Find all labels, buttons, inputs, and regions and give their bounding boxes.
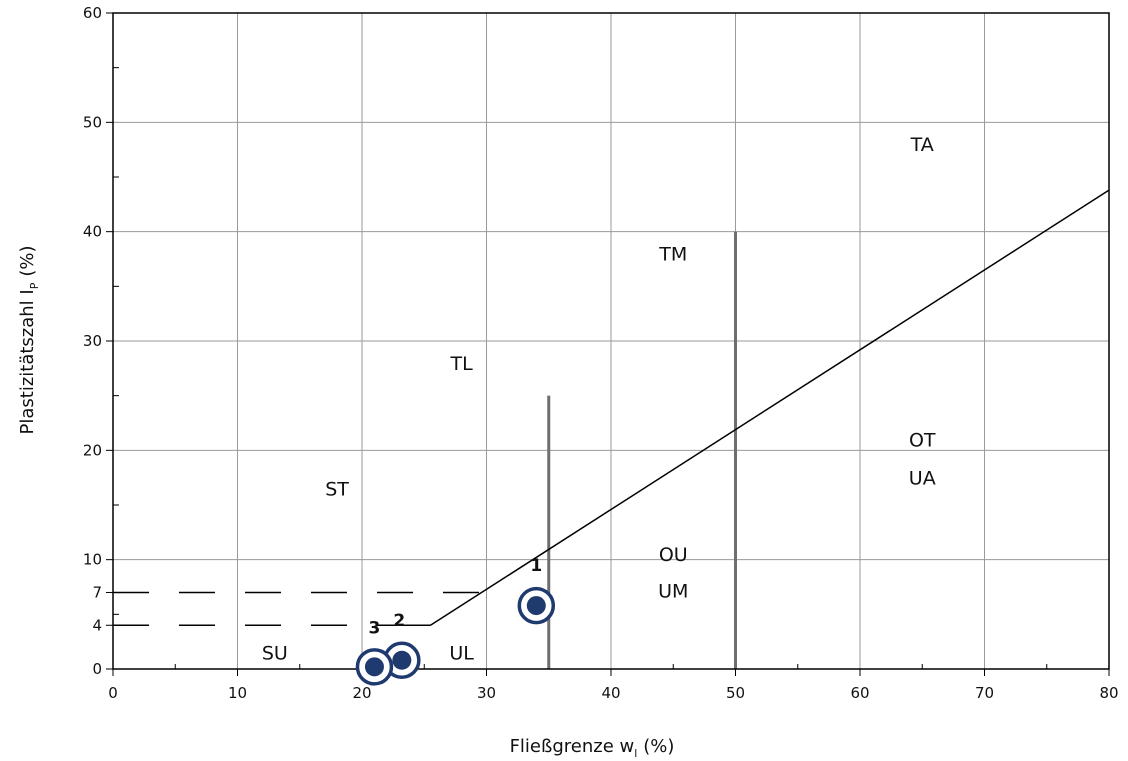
point-3-label: 3 <box>369 618 381 638</box>
tick-labels: 0 10 20 30 40 50 60 70 80 0 4 7 10 20 30 40 50 60 <box>83 4 1119 702</box>
x-tick-label: 70 <box>975 684 994 702</box>
y-tick-label: 30 <box>83 332 102 350</box>
point-2-label: 2 <box>393 611 405 631</box>
data-points: 1 23 <box>355 556 556 686</box>
x-tick-label: 20 <box>352 684 371 702</box>
zone-label-ou: OU <box>659 544 688 566</box>
zone-label-ot: OT <box>909 429 936 451</box>
y-tick-label: 40 <box>83 223 102 241</box>
zone-label-st: ST <box>325 479 349 501</box>
zone-label-ta: TA <box>910 134 934 156</box>
y-tick-label: 7 <box>92 583 102 601</box>
zone-label-ul: UL <box>449 643 474 665</box>
zone-label-ua: UA <box>909 468 936 490</box>
y-tick-label: 4 <box>92 616 102 634</box>
x-tick-label: 30 <box>477 684 496 702</box>
y-tick-label: 0 <box>92 660 102 678</box>
x-tick-label: 60 <box>850 684 869 702</box>
x-tick-label: 50 <box>726 684 745 702</box>
x-tick-label: 10 <box>228 684 247 702</box>
zone-labels: TA TM TL OT UA ST OU UM SU UL <box>262 134 936 664</box>
y-axis-title: Plastizitätszahl IP(%) <box>17 245 41 434</box>
y-tick-label: 20 <box>83 441 102 459</box>
x-axis-title: Fließgrenze wl (%) <box>510 736 675 760</box>
x-tick-label: 40 <box>601 684 620 702</box>
x-tick-label: 0 <box>108 684 118 702</box>
chart-lines <box>113 189 1110 669</box>
plot-frame <box>112 12 1110 670</box>
a-line <box>430 189 1110 626</box>
zone-label-tm: TM <box>658 244 687 266</box>
y-tick-label: 50 <box>83 113 102 131</box>
point-1-label: 1 <box>530 556 542 576</box>
y-tick-label: 10 <box>83 551 102 569</box>
zone-label-tl: TL <box>449 353 473 375</box>
y-tick-label: 60 <box>83 4 102 22</box>
grid <box>113 13 1109 669</box>
point-2-dot <box>392 650 412 670</box>
x-tick-label: 80 <box>1099 684 1118 702</box>
zone-label-um: UM <box>658 580 688 602</box>
zone-label-su: SU <box>262 643 288 665</box>
point-1-dot <box>526 596 546 616</box>
minor-ticks <box>106 12 1110 676</box>
point-3-dot <box>364 657 384 677</box>
